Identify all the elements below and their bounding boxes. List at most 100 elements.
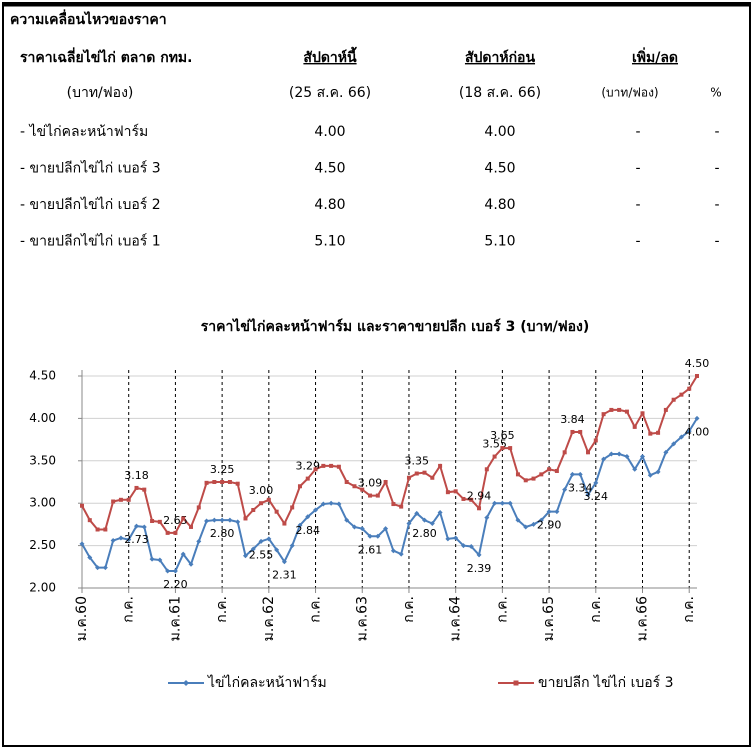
marker <box>211 517 217 523</box>
marker <box>227 517 233 523</box>
marker <box>336 501 342 507</box>
data-label: 2.61 <box>358 543 383 556</box>
x-tick-label: ม.ค.63 <box>354 596 370 641</box>
marker <box>547 467 552 472</box>
marker <box>266 497 271 502</box>
data-label: 3.84 <box>560 413 585 426</box>
marker <box>678 434 684 440</box>
marker <box>398 551 404 557</box>
marker <box>383 480 388 484</box>
y-tick-label: 2.00 <box>29 581 56 595</box>
marker <box>110 538 116 544</box>
marker <box>687 386 692 391</box>
marker <box>95 565 101 571</box>
legend-label: ไข่ไก่คละหน้าฟาร์ม <box>207 674 327 691</box>
marker <box>79 541 85 547</box>
marker <box>671 441 677 447</box>
marker <box>305 476 310 481</box>
table-cell: 4.80 <box>314 197 345 213</box>
marker <box>430 475 435 480</box>
marker <box>321 463 326 468</box>
table-cell: - <box>635 161 640 177</box>
marker <box>297 522 303 528</box>
marker <box>469 497 474 502</box>
marker <box>586 450 591 455</box>
data-label: 4.00 <box>685 425 710 438</box>
marker <box>476 552 482 558</box>
marker <box>282 521 287 526</box>
data-label: 2.55 <box>249 548 274 561</box>
data-label: 2.80 <box>210 527 235 540</box>
marker <box>655 469 661 475</box>
marker <box>663 449 669 455</box>
data-label: 4.50 <box>685 357 710 370</box>
marker <box>290 505 295 510</box>
marker <box>562 450 567 455</box>
marker <box>181 516 186 521</box>
marker <box>360 487 365 492</box>
y-tick-label: 3.50 <box>29 453 56 467</box>
marker <box>656 430 661 435</box>
marker <box>554 509 560 515</box>
marker <box>219 517 225 523</box>
marker <box>251 507 256 512</box>
marker <box>165 568 171 574</box>
table-cell: 5.10 <box>314 234 345 250</box>
x-tick-label: ก.ค. <box>214 596 230 623</box>
marker <box>188 524 193 529</box>
marker <box>126 497 131 502</box>
marker <box>593 438 598 443</box>
marker <box>531 521 537 527</box>
data-label: 3.65 <box>490 429 515 442</box>
marker <box>499 500 505 506</box>
marker <box>258 538 264 544</box>
data-label: 3.34 <box>568 481 593 494</box>
marker <box>305 514 311 520</box>
marker <box>507 500 513 506</box>
legend-marker <box>513 680 519 686</box>
y-tick-label: 2.50 <box>29 538 56 552</box>
marker <box>523 478 528 483</box>
marker <box>391 502 396 507</box>
marker <box>492 454 497 459</box>
marker <box>375 533 381 539</box>
data-label: 3.00 <box>249 484 274 497</box>
marker <box>686 428 692 434</box>
x-tick-label: ก.ค. <box>588 596 604 623</box>
marker <box>460 543 466 549</box>
column-header: ราคาเฉลี่ยไข่ไก่ ตลาด กทม. <box>20 47 192 66</box>
marker <box>352 484 357 489</box>
marker <box>694 415 700 421</box>
marker <box>351 524 357 530</box>
column-header: สัปดาห์ก่อน <box>465 49 535 66</box>
marker <box>569 471 575 477</box>
marker <box>383 526 389 532</box>
table-cell: 4.00 <box>484 124 515 140</box>
marker <box>220 480 225 484</box>
marker <box>235 481 240 486</box>
table-cell: 4.80 <box>484 197 515 213</box>
marker <box>368 493 373 498</box>
marker <box>150 519 155 524</box>
marker <box>103 527 108 532</box>
x-tick-label: ม.ค.66 <box>635 596 651 641</box>
marker <box>609 407 614 412</box>
page-title: ความเคลื่อนไหวของราคา <box>10 9 167 28</box>
marker <box>453 535 459 541</box>
data-label: 2.73 <box>124 533 149 546</box>
data-label: 3.24 <box>584 490 609 503</box>
marker <box>274 547 280 553</box>
data-label: 2.31 <box>272 569 297 582</box>
marker <box>647 472 653 478</box>
marker <box>118 497 123 502</box>
table-cell: - <box>714 234 719 250</box>
table-cell: 4.50 <box>314 161 345 177</box>
marker <box>468 543 474 549</box>
marker <box>422 517 428 523</box>
marker <box>445 490 450 495</box>
marker <box>375 493 380 498</box>
table-cell: - ขายปลีกไข่ไก่ เบอร์ 1 <box>20 233 161 250</box>
marker <box>695 374 699 378</box>
x-tick-label: ม.ค.60 <box>74 596 90 641</box>
